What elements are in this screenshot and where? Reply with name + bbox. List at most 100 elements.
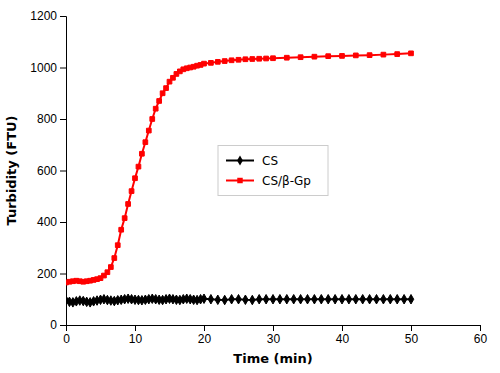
marker: [109, 265, 114, 270]
y-tick-label: 1200: [30, 9, 57, 23]
marker: [201, 294, 206, 303]
x-tick: 0: [63, 325, 70, 346]
marker: [236, 295, 241, 304]
marker: [408, 295, 413, 304]
y-tick-mark: [60, 68, 66, 69]
x-tick: 60: [474, 325, 488, 346]
y-axis: 0 200 400 600 800 1000 1200: [30, 9, 66, 332]
marker: [326, 54, 331, 59]
marker: [153, 106, 158, 111]
x-tick-mark: [204, 325, 205, 331]
marker: [222, 295, 227, 304]
marker: [250, 57, 255, 62]
y-tick-mark: [60, 274, 66, 275]
x-tick-label: 40: [336, 332, 350, 346]
marker: [250, 295, 255, 304]
marker: [401, 295, 406, 304]
marker: [264, 56, 269, 61]
marker: [271, 56, 276, 61]
marker: [236, 57, 241, 62]
marker: [367, 53, 372, 58]
marker: [229, 58, 234, 63]
x-tick-label: 30: [267, 332, 281, 346]
marker: [305, 295, 310, 304]
marker: [395, 52, 400, 57]
marker: [126, 202, 131, 207]
x-tick-mark: [480, 325, 481, 331]
y-tick-mark: [60, 171, 66, 172]
marker: [325, 295, 330, 304]
x-axis: 0 10 20 30 40 50 60: [63, 325, 487, 346]
y-axis-title: Turbidity (FTU): [4, 115, 19, 225]
y-tick-mark: [60, 222, 66, 223]
legend: CS CS/β-Gp: [218, 146, 328, 196]
plot: 0102030405060020040060080010001200CSCS/β…: [30, 9, 487, 345]
marker: [150, 117, 155, 122]
marker: [209, 61, 214, 66]
y-tick: 1200: [30, 9, 66, 23]
y-tick-label: 800: [37, 112, 57, 126]
series: [66, 294, 414, 307]
marker: [277, 295, 282, 304]
y-tick: 800: [37, 112, 66, 126]
legend-label: CS: [262, 154, 278, 168]
y-tick: 400: [37, 215, 66, 229]
marker: [284, 55, 289, 60]
x-tick: 10: [129, 325, 143, 346]
legend-label: CS/β-Gp: [262, 174, 311, 188]
y-tick-mark: [60, 325, 66, 326]
y-tick-label: 1000: [30, 61, 57, 75]
marker: [319, 295, 324, 304]
x-tick: 30: [267, 325, 281, 346]
x-tick: 50: [405, 325, 419, 346]
marker: [394, 295, 399, 304]
y-tick-label: 600: [37, 164, 57, 178]
y-tick: 0: [50, 318, 66, 332]
y-tick-label: 0: [50, 318, 57, 332]
marker: [112, 256, 117, 261]
x-tick: 20: [198, 325, 212, 346]
marks: [66, 51, 414, 307]
marker: [129, 189, 134, 194]
marker: [284, 295, 289, 304]
legend-marker: [237, 178, 242, 183]
marker: [143, 140, 148, 145]
line: [66, 53, 411, 282]
marker: [312, 54, 317, 59]
chart: 0102030405060020040060080010001200CSCS/β…: [0, 0, 500, 373]
y-tick: 600: [37, 164, 66, 178]
marker: [270, 295, 275, 304]
marker: [360, 295, 365, 304]
marker: [353, 53, 358, 58]
y-tick: 1000: [30, 61, 66, 75]
marker: [215, 59, 220, 64]
marker: [229, 295, 234, 304]
x-tick-mark: [411, 325, 412, 331]
marker: [160, 91, 165, 96]
marker: [340, 54, 345, 59]
marker: [122, 216, 127, 221]
marker: [409, 51, 414, 56]
x-tick-mark: [135, 325, 136, 331]
x-tick-label: 10: [129, 332, 143, 346]
x-tick-label: 20: [198, 332, 212, 346]
marker: [105, 270, 110, 275]
legend-box: [218, 146, 328, 196]
x-tick-label: 60: [474, 332, 488, 346]
marker: [208, 295, 213, 304]
y-tick: 200: [37, 267, 66, 281]
marker: [140, 151, 145, 156]
marker: [256, 295, 261, 304]
marker: [136, 164, 141, 169]
marker: [215, 295, 220, 304]
marker: [164, 86, 169, 91]
y-tick-mark: [60, 119, 66, 120]
marker: [157, 99, 162, 104]
marker: [374, 295, 379, 304]
marker: [243, 295, 248, 304]
x-axis-line: [67, 326, 481, 332]
marker: [312, 295, 317, 304]
series: [66, 51, 413, 285]
x-tick-mark: [273, 325, 274, 331]
x-tick-label: 0: [63, 332, 70, 346]
